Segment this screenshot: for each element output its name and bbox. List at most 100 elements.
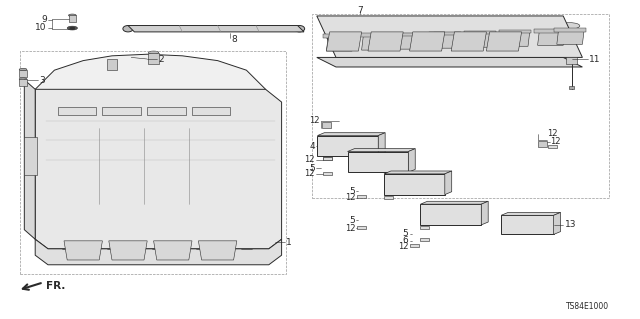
Polygon shape xyxy=(557,28,584,44)
Ellipse shape xyxy=(68,14,76,17)
Ellipse shape xyxy=(427,208,449,221)
Polygon shape xyxy=(378,133,385,156)
Ellipse shape xyxy=(529,219,547,231)
Text: 12: 12 xyxy=(547,130,557,138)
Ellipse shape xyxy=(505,25,525,31)
Ellipse shape xyxy=(435,26,455,33)
Polygon shape xyxy=(317,57,582,67)
Text: FR.: FR. xyxy=(46,280,65,291)
Ellipse shape xyxy=(566,55,577,58)
Ellipse shape xyxy=(364,28,385,35)
Polygon shape xyxy=(35,89,282,249)
Ellipse shape xyxy=(349,140,371,152)
Bar xyxy=(548,145,557,148)
Ellipse shape xyxy=(457,211,469,218)
Bar xyxy=(384,174,445,195)
Polygon shape xyxy=(64,241,102,260)
Bar xyxy=(323,34,355,38)
Text: 12: 12 xyxy=(310,116,320,125)
Text: 11: 11 xyxy=(589,55,600,63)
Bar xyxy=(322,122,331,128)
Ellipse shape xyxy=(420,181,433,188)
Polygon shape xyxy=(35,54,266,128)
Bar xyxy=(358,33,390,37)
Bar xyxy=(566,57,577,64)
Ellipse shape xyxy=(395,181,407,188)
Ellipse shape xyxy=(333,34,352,46)
Polygon shape xyxy=(128,26,304,32)
Text: 5: 5 xyxy=(349,216,355,225)
Text: 1: 1 xyxy=(286,238,292,247)
Bar xyxy=(464,31,496,34)
Text: 6: 6 xyxy=(403,236,408,245)
Text: 10: 10 xyxy=(35,23,47,32)
Polygon shape xyxy=(317,16,582,57)
Bar xyxy=(348,152,408,172)
Polygon shape xyxy=(154,241,192,260)
Text: 12: 12 xyxy=(398,242,408,251)
Text: 2: 2 xyxy=(159,55,164,63)
Text: 12: 12 xyxy=(550,137,561,146)
Bar xyxy=(420,204,481,225)
Text: 7: 7 xyxy=(358,6,363,15)
Text: 9: 9 xyxy=(41,15,47,24)
Ellipse shape xyxy=(19,78,27,80)
Polygon shape xyxy=(467,31,495,47)
Bar xyxy=(19,79,27,86)
Ellipse shape xyxy=(323,140,346,152)
Text: TS84E1000: TS84E1000 xyxy=(566,302,609,311)
Polygon shape xyxy=(348,149,415,152)
Bar xyxy=(384,196,393,199)
Polygon shape xyxy=(420,201,488,204)
Bar xyxy=(317,136,378,156)
Bar xyxy=(20,51,286,274)
Ellipse shape xyxy=(294,26,305,32)
Bar xyxy=(534,29,566,33)
Bar xyxy=(420,226,429,229)
Polygon shape xyxy=(538,29,565,45)
Text: 5: 5 xyxy=(309,164,315,173)
Text: 8: 8 xyxy=(232,35,237,44)
Text: 5: 5 xyxy=(349,187,355,196)
Ellipse shape xyxy=(506,219,525,231)
Ellipse shape xyxy=(470,26,490,32)
Bar xyxy=(569,86,574,89)
Polygon shape xyxy=(432,32,460,48)
Polygon shape xyxy=(35,239,282,265)
Bar xyxy=(24,137,37,175)
Ellipse shape xyxy=(329,29,349,36)
Polygon shape xyxy=(445,171,452,195)
Polygon shape xyxy=(502,30,530,46)
Bar xyxy=(312,14,609,198)
Bar xyxy=(357,195,366,198)
Ellipse shape xyxy=(458,34,477,46)
Polygon shape xyxy=(501,212,561,215)
Ellipse shape xyxy=(559,23,580,29)
Bar xyxy=(554,28,586,32)
Bar xyxy=(429,32,461,35)
Ellipse shape xyxy=(379,156,401,168)
Ellipse shape xyxy=(374,34,394,46)
Ellipse shape xyxy=(67,26,77,30)
Text: 13: 13 xyxy=(564,220,576,229)
Text: 3: 3 xyxy=(40,76,45,85)
Bar xyxy=(69,15,76,22)
Polygon shape xyxy=(362,34,389,50)
Bar xyxy=(107,59,117,70)
Bar xyxy=(148,53,159,64)
Bar xyxy=(538,141,547,147)
Bar xyxy=(323,157,332,160)
Polygon shape xyxy=(317,133,385,136)
Bar xyxy=(147,107,186,115)
Polygon shape xyxy=(384,171,452,174)
Ellipse shape xyxy=(19,68,27,71)
Ellipse shape xyxy=(358,158,371,166)
Polygon shape xyxy=(410,32,445,51)
Text: 12: 12 xyxy=(305,155,315,164)
Bar xyxy=(58,107,96,115)
Ellipse shape xyxy=(416,34,435,46)
Bar xyxy=(323,157,332,160)
Bar xyxy=(420,238,429,241)
Ellipse shape xyxy=(431,211,444,218)
Text: 12: 12 xyxy=(345,224,355,233)
